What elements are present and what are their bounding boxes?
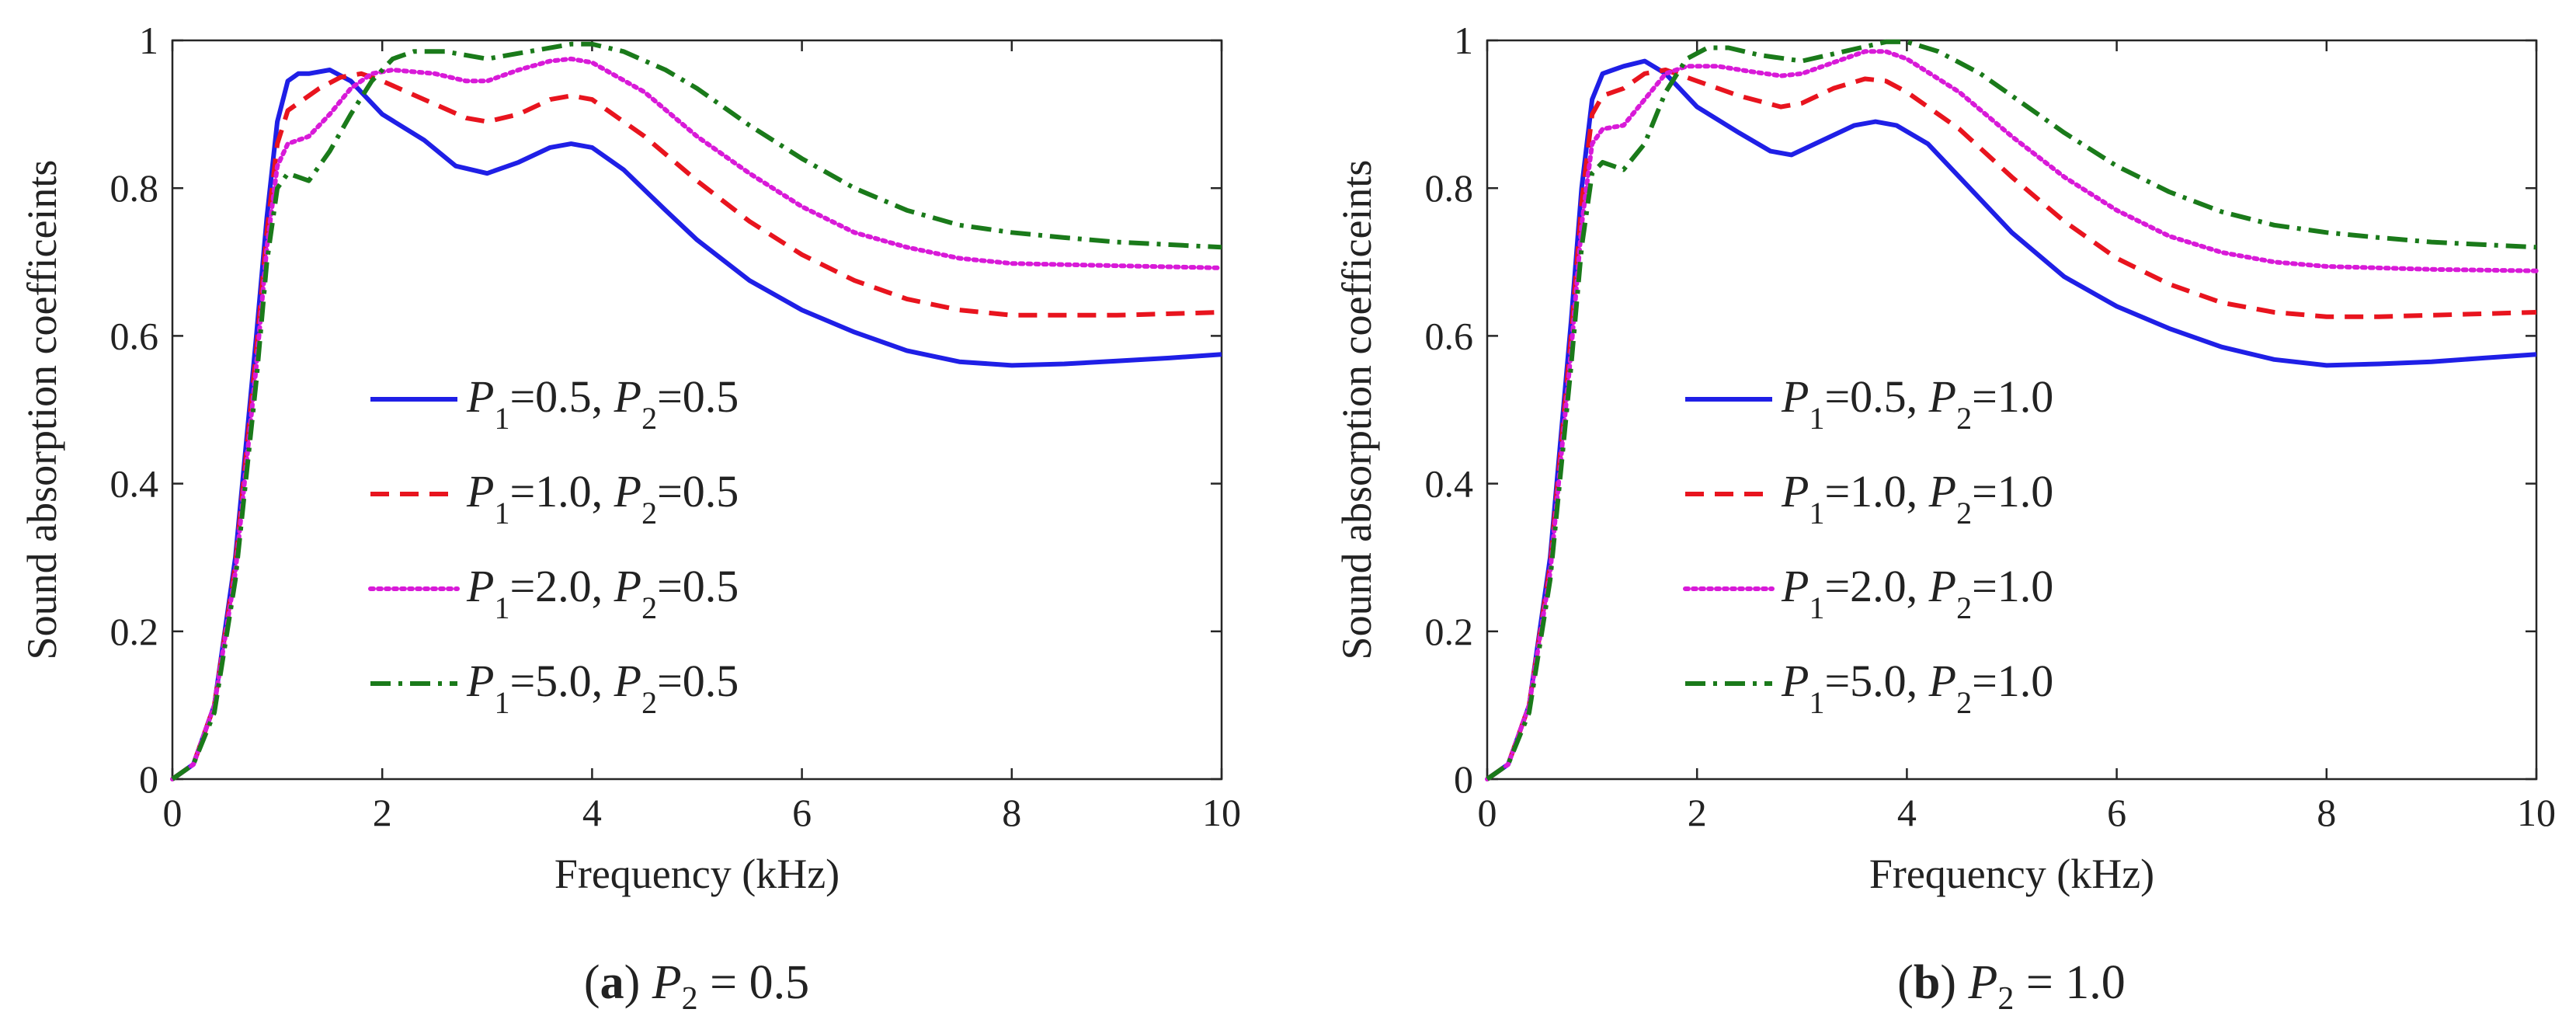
series-line-4 (171, 41, 1222, 781)
y-tick-label: 0.6 (110, 314, 159, 357)
legend-entry-3: P1=2.0, P2=1.0 (1781, 561, 2053, 625)
panel-caption: (b) P2 = 1.0 (1897, 956, 2126, 1017)
series-line-4 (1486, 39, 2537, 781)
y-tick-label: 0.4 (1425, 462, 1474, 506)
legend-entry-1: P1=0.5, P2=0.5 (466, 371, 739, 436)
x-tick-label: 4 (1897, 791, 1917, 834)
legend-entry-4: P1=5.0, P2=1.0 (1781, 656, 2053, 720)
y-tick-label: 0 (1454, 757, 1473, 801)
legend: P1=0.5, P2=1.0 P1=1.0, P2=1.0 P1=2.0, P2=1… (1683, 371, 2053, 720)
panel-caption: (a) P2 = 0.5 (584, 956, 809, 1017)
y-tick-label: 1 (139, 19, 158, 62)
legend: P1=0.5, P2=0.5 P1=1.0, P2=0.5 P1=2.0, P2=0… (368, 371, 739, 720)
y-tick-label: 0.4 (110, 462, 159, 506)
x-tick-label: 2 (373, 791, 392, 834)
x-axis-title: Frequency (kHz) (554, 851, 840, 897)
x-tick-label: 4 (582, 791, 602, 834)
x-tick-label: 10 (1202, 791, 1241, 834)
x-axis-title: Frequency (kHz) (1869, 851, 2154, 897)
series-line-1 (171, 68, 1222, 781)
plot-frame (1486, 39, 2538, 781)
y-tick-label: 0.2 (1425, 610, 1474, 653)
y-tick-label: 0 (139, 757, 158, 801)
legend-entry-2: P1=1.0, P2=0.5 (466, 466, 739, 531)
x-tick-label: 6 (792, 791, 812, 834)
legend-entry-1: P1=0.5, P2=1.0 (1781, 371, 2053, 436)
y-tick-label: 0.6 (1425, 314, 1474, 357)
plot-frame (171, 39, 1223, 781)
x-tick-label: 6 (2107, 791, 2126, 834)
y-tick-label: 0.2 (110, 610, 159, 653)
y-axis-title: Sound absorption coefficeints (1333, 160, 1380, 660)
y-tick-label: 0.8 (1425, 166, 1474, 210)
legend-entry-3: P1=2.0, P2=0.5 (466, 561, 739, 625)
series-line-2 (171, 71, 1222, 781)
y-tick-label: 1 (1454, 19, 1473, 62)
chart-panel-a: 0 2 4 6 8 10 0 0.2 0.4 0.6 0.8 1 Frequency (kHz) Soun… (19, 19, 1241, 1017)
x-tick-label: 0 (163, 791, 183, 834)
legend-entry-2: P1=1.0, P2=1.0 (1781, 466, 2053, 531)
x-tick-label: 8 (2317, 791, 2336, 834)
x-tick-label: 10 (2517, 791, 2556, 834)
x-tick-label: 2 (1688, 791, 1707, 834)
series-line-3 (1485, 49, 2539, 781)
legend-entry-4: P1=5.0, P2=0.5 (466, 656, 739, 720)
chart-panel-b: 0 2 4 6 8 10 0 0.2 0.4 0.6 0.8 1 Frequency (kHz) Soun… (1333, 19, 2556, 1017)
y-axis-title: Sound absorption coefficeints (19, 160, 65, 660)
y-tick-label: 0.8 (110, 166, 159, 210)
x-tick-label: 8 (1002, 791, 1021, 834)
x-tick-label: 0 (1478, 791, 1497, 834)
